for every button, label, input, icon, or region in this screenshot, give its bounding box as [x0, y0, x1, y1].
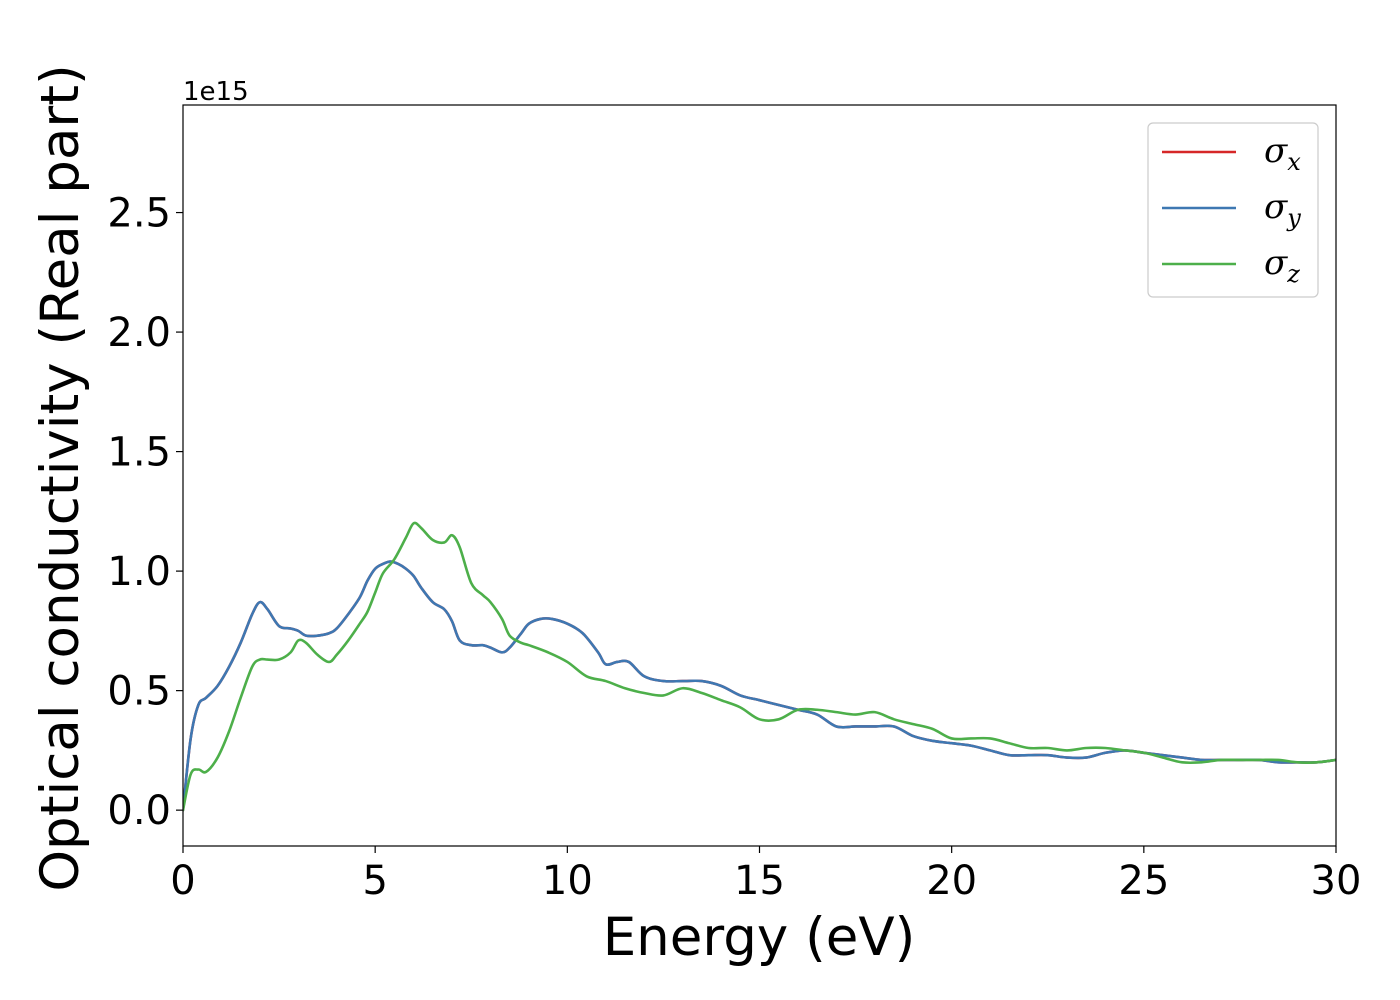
x-tick-label: 30 [1311, 858, 1362, 904]
series-line-y [183, 560, 1336, 812]
x-tick-label: 0 [170, 858, 195, 904]
y-tick-label: 1.0 [107, 549, 171, 595]
legend-label-x: σx [1264, 131, 1301, 176]
y-tick-label: 2.0 [107, 310, 171, 356]
x-axis-label: Energy (eV) [603, 907, 916, 968]
y-tick-label: 2.5 [107, 191, 171, 237]
legend: σx σy σz [1147, 122, 1319, 298]
x-tick-label: 25 [1118, 858, 1169, 904]
legend-frame [1147, 122, 1319, 298]
series-layer [183, 521, 1336, 812]
x-axis: 0 5 10 15 20 25 30 [170, 846, 1361, 904]
plot-area [183, 105, 1336, 846]
y-tick-label: 1.5 [107, 430, 171, 476]
y-axis: 0.0 0.5 1.0 1.5 2.0 2.5 [107, 191, 183, 834]
y-tick-label: 0.5 [107, 669, 171, 715]
y-tick-label: 0.0 [107, 788, 171, 834]
series-line-z [183, 521, 1336, 812]
x-tick-label: 15 [734, 858, 785, 904]
legend-label-z: σz [1264, 243, 1300, 288]
x-tick-label: 10 [542, 858, 593, 904]
y-axis-label: Optical conductivity (Real part) [30, 64, 91, 891]
x-tick-label: 5 [362, 858, 387, 904]
x-tick-label: 20 [926, 858, 977, 904]
y-offset-label: 1e15 [183, 77, 249, 107]
legend-label-y: σy [1264, 187, 1301, 232]
